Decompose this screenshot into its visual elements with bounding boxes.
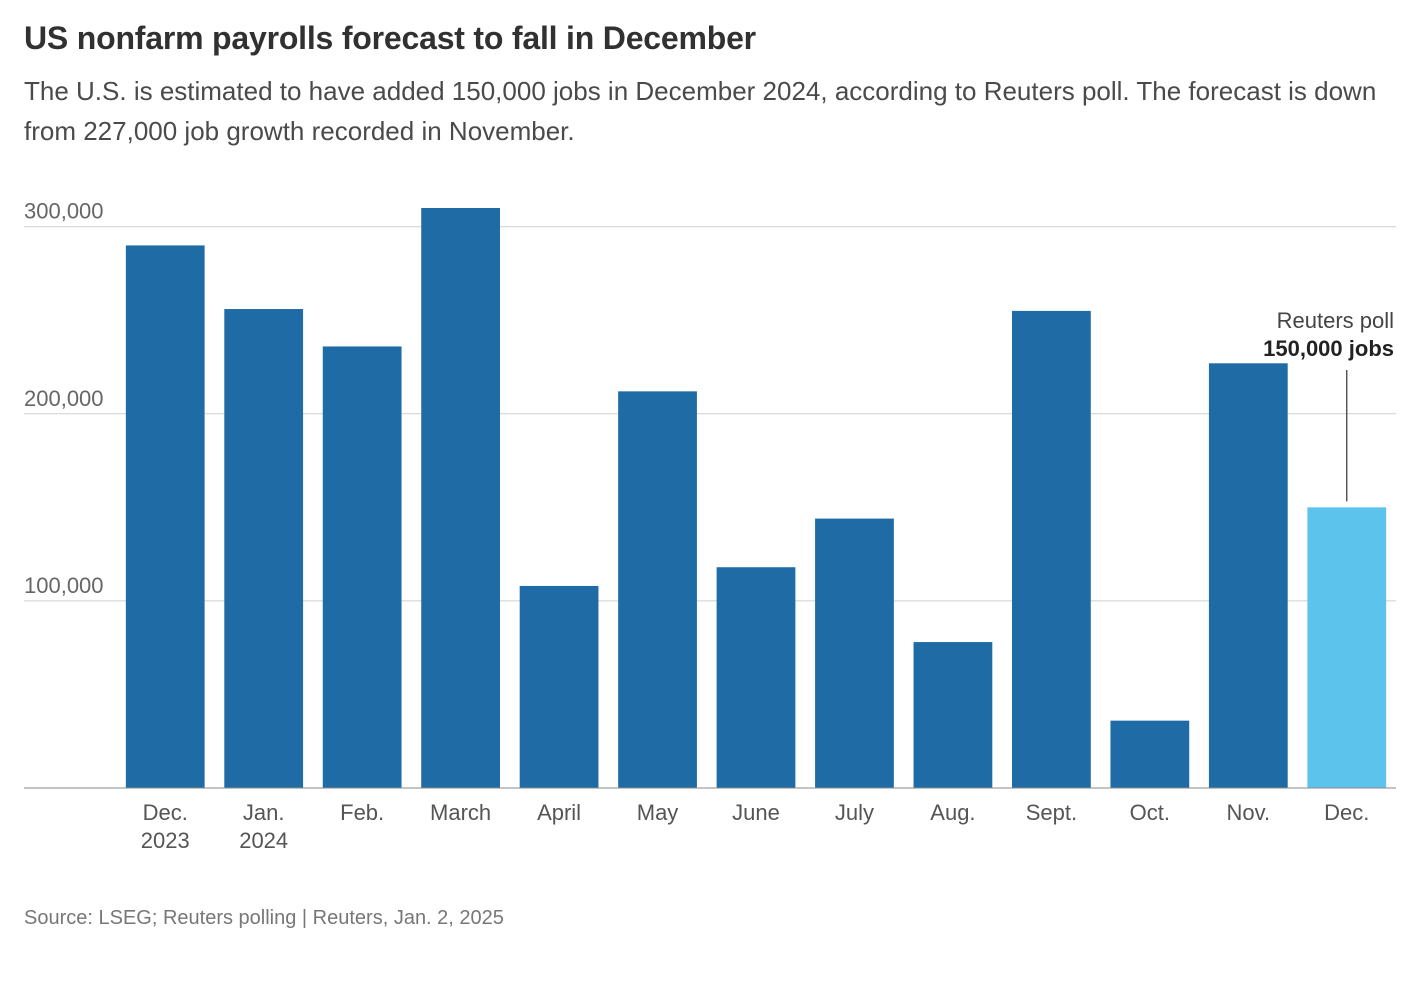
x-axis-tick-label: Jan. — [243, 800, 285, 825]
x-axis-tick-label: July — [835, 800, 874, 825]
x-axis-tick-label: May — [637, 800, 679, 825]
bar — [717, 567, 796, 788]
bar — [126, 245, 205, 788]
y-axis-tick-label: 100,000 — [24, 572, 104, 597]
x-axis-tick-label: Dec. — [1324, 800, 1369, 825]
bar — [323, 346, 402, 788]
bar — [421, 208, 500, 788]
bar — [224, 309, 303, 788]
x-axis-tick-label: 2023 — [141, 828, 190, 853]
x-axis-tick-label: April — [537, 800, 581, 825]
bar — [914, 642, 993, 788]
chart-title: US nonfarm payrolls forecast to fall in … — [24, 20, 1396, 57]
bar — [1209, 363, 1288, 788]
chart-source: Source: LSEG; Reuters polling | Reuters,… — [24, 907, 1396, 930]
annotation-value: 150,000 jobs — [1263, 336, 1394, 361]
x-axis-tick-label: Dec. — [143, 800, 188, 825]
x-axis-tick-label: Feb. — [340, 800, 384, 825]
x-axis-tick-label: Nov. — [1227, 800, 1271, 825]
bar — [1012, 310, 1091, 787]
bar — [815, 518, 894, 787]
chart-subtitle: The U.S. is estimated to have added 150,… — [24, 71, 1396, 152]
x-axis-tick-label: Oct. — [1130, 800, 1170, 825]
y-axis-tick-label: 200,000 — [24, 385, 104, 410]
x-axis-tick-label: 2024 — [239, 828, 288, 853]
x-axis-tick-label: March — [430, 800, 491, 825]
y-axis-tick-label: 300,000 — [24, 198, 104, 223]
bar-chart: 100,000 200,000 300,000 Dec. 2023 Jan. 2024 Feb… — [24, 198, 1396, 883]
annotation-label: Reuters poll — [1277, 308, 1394, 333]
x-axis-tick-label: Aug. — [930, 800, 975, 825]
bar — [1110, 720, 1189, 787]
x-axis-tick-label: Sept. — [1026, 800, 1077, 825]
bar — [520, 586, 599, 788]
bar — [618, 391, 697, 788]
bar-forecast — [1307, 507, 1386, 788]
x-axis-tick-label: June — [732, 800, 780, 825]
